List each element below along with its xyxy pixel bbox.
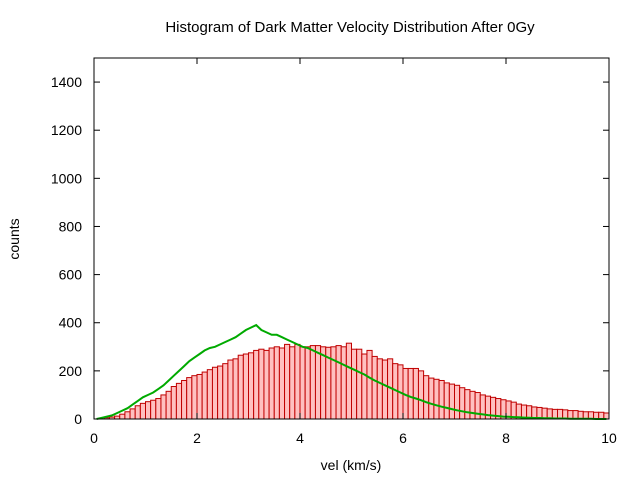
histogram-bar (345, 342, 353, 420)
histogram-bar (299, 346, 306, 420)
x-axis-label: vel (km/s) (321, 457, 382, 473)
histogram-bar (253, 349, 260, 420)
y-axis-label: counts (6, 218, 22, 259)
histogram-bar (145, 401, 152, 420)
histogram-bar (150, 399, 157, 420)
histogram-bar (248, 352, 255, 420)
histogram-bar (438, 379, 445, 420)
histogram-bar (598, 411, 605, 420)
histogram-bar (217, 365, 224, 420)
histogram-bar (314, 345, 322, 420)
histogram-bar (124, 411, 131, 420)
histogram-bar (258, 348, 265, 420)
histogram-bar (351, 348, 358, 420)
y-tick-label: 600 (59, 267, 83, 283)
histogram-bar (417, 370, 425, 420)
y-tick-label: 800 (59, 218, 83, 234)
histogram-bar (433, 378, 440, 420)
chart-title: Histogram of Dark Matter Velocity Distri… (165, 19, 535, 36)
histogram-bar (572, 410, 579, 420)
histogram-bar (474, 392, 481, 420)
histogram-bar (170, 386, 177, 420)
histogram-bar (139, 402, 147, 420)
x-tick-label: 8 (502, 430, 510, 446)
histogram-bar (165, 390, 172, 420)
histogram-bar (175, 382, 183, 420)
histogram-bar (206, 369, 213, 420)
histogram-bar (335, 345, 342, 420)
x-tick-label: 6 (399, 430, 407, 446)
histogram-bar (448, 383, 456, 420)
histogram-bar (160, 394, 167, 420)
histogram-bar (459, 387, 466, 420)
histogram-bar (134, 405, 141, 420)
histogram-bar (443, 382, 450, 420)
x-tick-label: 4 (296, 430, 304, 446)
histogram-bar (294, 343, 301, 420)
y-tick-label: 1000 (51, 170, 82, 186)
histogram-bar (237, 354, 244, 420)
y-tick-label: 1400 (51, 74, 82, 90)
histogram-bar (181, 379, 188, 420)
histogram-bar (186, 377, 193, 420)
histogram-bar (423, 375, 430, 420)
histogram-bar (119, 413, 126, 420)
histogram-bar (201, 371, 208, 420)
histogram-bar (242, 353, 250, 420)
histogram-bar (284, 343, 291, 420)
histogram-bar (330, 346, 337, 420)
histogram-bar (222, 363, 229, 420)
histogram-bar (464, 389, 471, 420)
histogram-bar (268, 347, 275, 420)
histogram-bar (361, 353, 368, 420)
histogram-bar (289, 346, 296, 420)
histogram-bar (129, 408, 136, 420)
histogram-bar (381, 359, 389, 420)
histogram-bar (376, 358, 383, 420)
x-tick-label: 10 (601, 430, 617, 446)
histogram-bar (211, 366, 219, 420)
histogram-bar (356, 348, 363, 420)
histogram-bar (371, 355, 378, 420)
histogram-bar (191, 375, 198, 420)
histogram-bar (454, 384, 461, 420)
histogram-bar (263, 349, 270, 420)
velocity-curve (96, 323, 607, 420)
histogram-bar (309, 345, 316, 420)
x-tick-label: 0 (90, 430, 98, 446)
y-axis-ticks: 0 200 400 600 800 1000 1200 1400 (51, 74, 609, 427)
plot-frame (93, 57, 610, 420)
histogram-bar (273, 346, 280, 420)
y-tick-label: 400 (59, 315, 83, 331)
histogram-bar (304, 346, 311, 420)
histogram-bar (320, 346, 327, 420)
histogram-bar (412, 367, 419, 420)
histogram-bar (407, 367, 414, 420)
histogram-bar (469, 390, 476, 420)
histogram-bar (196, 373, 203, 420)
histogram-bar (227, 359, 234, 420)
histogram-bar (232, 358, 239, 420)
y-tick-label: 0 (74, 411, 82, 427)
histogram-bar (340, 346, 347, 420)
x-tick-label: 2 (193, 430, 201, 446)
x-axis-ticks: 0 2 4 6 8 10 (90, 58, 617, 446)
y-tick-label: 200 (59, 363, 83, 379)
y-tick-label: 1200 (51, 122, 82, 138)
histogram-bars (103, 342, 610, 420)
histogram-bar (155, 398, 162, 420)
histogram-bar (366, 349, 373, 420)
histogram-bar (428, 377, 435, 420)
histogram-bar (278, 347, 286, 420)
